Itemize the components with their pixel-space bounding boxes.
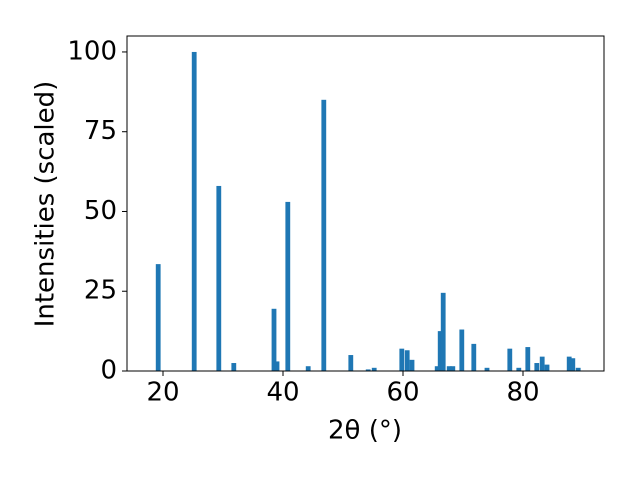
bar <box>566 356 572 371</box>
plot-frame <box>126 35 605 372</box>
bar <box>570 358 576 371</box>
bar <box>446 366 452 371</box>
bar <box>191 51 197 371</box>
y-tick-label: 50 <box>84 196 117 226</box>
bar <box>285 201 291 371</box>
bar <box>437 331 443 371</box>
x-tick-label: 60 <box>386 378 419 408</box>
x-tick-label: 40 <box>266 378 299 408</box>
bar <box>539 356 545 371</box>
bar <box>216 185 222 371</box>
bar <box>434 366 440 371</box>
bar <box>399 348 405 371</box>
y-tick-label: 0 <box>100 356 117 386</box>
x-tick-label: 20 <box>146 378 179 408</box>
x-tick-label: 80 <box>506 378 539 408</box>
bar <box>271 308 277 371</box>
bar <box>155 264 161 371</box>
bar <box>321 99 327 372</box>
y-tick-label: 75 <box>84 116 117 146</box>
bar <box>450 366 456 371</box>
bar <box>507 348 513 371</box>
bar <box>516 367 522 371</box>
bar <box>575 367 581 371</box>
bar <box>348 355 354 371</box>
y-tick-label: 100 <box>67 36 117 66</box>
bar <box>231 363 237 371</box>
bar <box>459 329 465 371</box>
bar <box>365 369 371 371</box>
bar <box>409 359 415 371</box>
bar <box>525 347 531 371</box>
y-tick-label: 25 <box>84 276 117 306</box>
bar <box>274 361 280 371</box>
bar <box>471 343 477 371</box>
bar <box>404 350 410 371</box>
bar <box>440 292 446 371</box>
bar <box>371 367 377 371</box>
bar <box>484 367 490 371</box>
bar <box>544 364 550 371</box>
x-axis-label: 2θ (°) <box>328 416 402 446</box>
bar <box>534 363 540 371</box>
bar <box>305 366 311 371</box>
y-axis-label: Intensities (scaled) <box>31 81 61 328</box>
